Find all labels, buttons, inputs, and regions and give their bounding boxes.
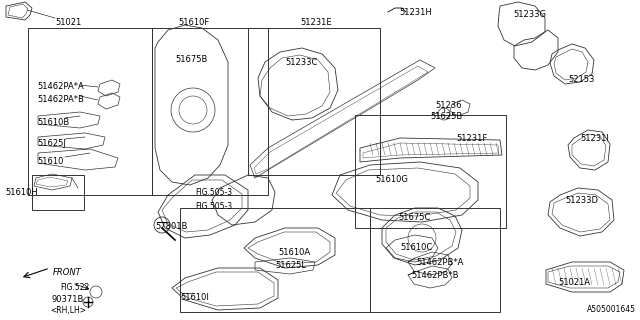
Text: 51231I: 51231I xyxy=(580,134,609,143)
Text: A505001645: A505001645 xyxy=(587,305,636,314)
Text: 51462PB*A: 51462PB*A xyxy=(416,258,463,267)
Text: 52153: 52153 xyxy=(568,75,595,84)
Text: 51675B: 51675B xyxy=(175,55,207,64)
Bar xyxy=(28,28,152,195)
Text: 51625L: 51625L xyxy=(275,261,306,270)
Bar xyxy=(370,208,500,312)
Text: 51231H: 51231H xyxy=(399,8,432,17)
Text: 51021: 51021 xyxy=(55,18,81,27)
Text: 51233D: 51233D xyxy=(565,196,598,205)
Text: <RH,LH>: <RH,LH> xyxy=(50,306,86,315)
Bar xyxy=(152,28,268,195)
Text: FIG.505-3: FIG.505-3 xyxy=(195,202,232,211)
Bar xyxy=(32,175,84,210)
Text: 51021A: 51021A xyxy=(558,278,590,287)
Text: 51610A: 51610A xyxy=(278,248,310,257)
Text: 51610I: 51610I xyxy=(180,293,209,302)
Text: FIG.522: FIG.522 xyxy=(60,283,89,292)
Text: 51462PA*B: 51462PA*B xyxy=(37,95,84,104)
Text: 51231F: 51231F xyxy=(456,134,487,143)
Text: 51462PB*B: 51462PB*B xyxy=(411,271,458,280)
Text: 57801B: 57801B xyxy=(155,222,188,231)
Text: 51610F: 51610F xyxy=(178,18,209,27)
Text: 51462PA*A: 51462PA*A xyxy=(37,82,84,91)
Text: FIG.505-3: FIG.505-3 xyxy=(195,188,232,197)
Bar xyxy=(355,115,506,228)
Text: 51610C: 51610C xyxy=(400,243,432,252)
Text: 90371B: 90371B xyxy=(52,295,84,304)
Text: 51233G: 51233G xyxy=(513,10,546,19)
Text: 51231E: 51231E xyxy=(300,18,332,27)
Text: 51610H: 51610H xyxy=(5,188,38,197)
Text: FRONT: FRONT xyxy=(53,268,82,277)
Text: 51610B: 51610B xyxy=(37,118,69,127)
Text: 51675C: 51675C xyxy=(398,213,430,222)
Bar xyxy=(180,208,370,312)
Text: 51625J: 51625J xyxy=(37,139,66,148)
Text: 51610: 51610 xyxy=(37,157,63,166)
Text: 51625B: 51625B xyxy=(430,112,462,121)
Text: 51610G: 51610G xyxy=(375,175,408,184)
Bar xyxy=(248,28,380,175)
Text: 51233C: 51233C xyxy=(285,58,317,67)
Text: 51236: 51236 xyxy=(435,101,461,110)
